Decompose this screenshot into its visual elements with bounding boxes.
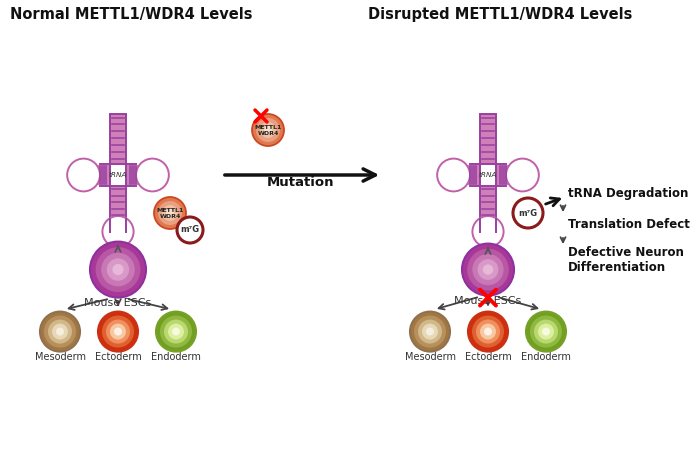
Circle shape	[160, 316, 192, 348]
Text: Ectoderm: Ectoderm	[94, 352, 141, 362]
Circle shape	[177, 217, 203, 243]
Circle shape	[480, 324, 496, 339]
Circle shape	[473, 254, 503, 285]
Text: Mouse ESCs: Mouse ESCs	[454, 296, 522, 306]
Text: tRNA: tRNA	[108, 172, 127, 178]
Text: Disrupted METTL1/WDR4 Levels: Disrupted METTL1/WDR4 Levels	[368, 7, 632, 22]
Bar	[454, 165, 480, 186]
Bar	[480, 114, 496, 163]
Circle shape	[52, 324, 68, 339]
Text: tRNA: tRNA	[479, 172, 497, 178]
Bar	[480, 190, 496, 232]
Circle shape	[538, 324, 554, 339]
Text: Endoderm: Endoderm	[151, 352, 201, 362]
Circle shape	[172, 328, 180, 336]
Circle shape	[102, 216, 134, 247]
Circle shape	[477, 259, 498, 280]
Circle shape	[102, 316, 134, 348]
Circle shape	[414, 316, 446, 348]
Text: METTL1: METTL1	[156, 208, 183, 213]
Circle shape	[484, 328, 492, 336]
Circle shape	[422, 324, 438, 339]
Circle shape	[530, 316, 562, 348]
Circle shape	[158, 201, 182, 225]
Circle shape	[438, 159, 470, 192]
Circle shape	[252, 114, 284, 146]
Bar	[83, 165, 110, 186]
Circle shape	[162, 205, 178, 221]
Circle shape	[44, 316, 76, 348]
Circle shape	[506, 159, 539, 192]
Circle shape	[468, 312, 508, 352]
Text: WDR4: WDR4	[160, 214, 181, 219]
Bar	[496, 165, 522, 186]
Circle shape	[102, 253, 135, 286]
Text: Ectoderm: Ectoderm	[465, 352, 512, 362]
Text: Endoderm: Endoderm	[521, 352, 571, 362]
Circle shape	[473, 216, 503, 247]
Circle shape	[114, 328, 122, 336]
Text: Mouse ESCs: Mouse ESCs	[85, 298, 152, 308]
Circle shape	[472, 316, 504, 348]
Circle shape	[542, 328, 550, 336]
Circle shape	[106, 319, 130, 344]
Text: tRNA Degradation: tRNA Degradation	[568, 187, 688, 199]
Bar	[480, 187, 496, 219]
Circle shape	[418, 319, 442, 344]
Circle shape	[260, 122, 276, 138]
Circle shape	[48, 319, 72, 344]
Circle shape	[166, 209, 174, 217]
Text: Defective Neuron
Differentiation: Defective Neuron Differentiation	[568, 246, 684, 274]
Circle shape	[110, 324, 126, 339]
Text: m⁷G: m⁷G	[519, 208, 538, 217]
Text: Mutation: Mutation	[266, 177, 334, 189]
Circle shape	[164, 319, 188, 344]
Circle shape	[264, 126, 272, 134]
Text: Mesoderm: Mesoderm	[405, 352, 456, 362]
Circle shape	[67, 159, 100, 192]
Circle shape	[156, 312, 196, 352]
Bar	[126, 165, 153, 186]
Circle shape	[90, 242, 146, 298]
Circle shape	[40, 312, 80, 352]
Text: Mesoderm: Mesoderm	[34, 352, 85, 362]
Circle shape	[467, 249, 509, 290]
Bar	[110, 114, 126, 163]
Circle shape	[513, 198, 543, 228]
Circle shape	[483, 264, 493, 275]
Circle shape	[96, 247, 141, 292]
Bar	[110, 187, 126, 219]
Text: METTL1: METTL1	[254, 125, 281, 130]
Bar	[110, 190, 126, 232]
Circle shape	[462, 243, 514, 296]
Circle shape	[113, 264, 124, 275]
Bar	[110, 163, 126, 187]
Circle shape	[56, 328, 64, 336]
Circle shape	[154, 197, 186, 229]
Circle shape	[256, 118, 280, 142]
Circle shape	[410, 312, 450, 352]
Bar	[480, 163, 496, 187]
Text: Translation Defect: Translation Defect	[568, 218, 690, 232]
Circle shape	[98, 312, 138, 352]
Text: Normal METTL1/WDR4 Levels: Normal METTL1/WDR4 Levels	[10, 7, 253, 22]
Text: m⁷G: m⁷G	[181, 226, 199, 234]
Circle shape	[526, 312, 566, 352]
Circle shape	[534, 319, 558, 344]
Circle shape	[168, 324, 184, 339]
Circle shape	[426, 328, 434, 336]
Text: WDR4: WDR4	[258, 131, 279, 136]
Circle shape	[136, 159, 169, 192]
Circle shape	[107, 258, 130, 281]
Circle shape	[476, 319, 500, 344]
